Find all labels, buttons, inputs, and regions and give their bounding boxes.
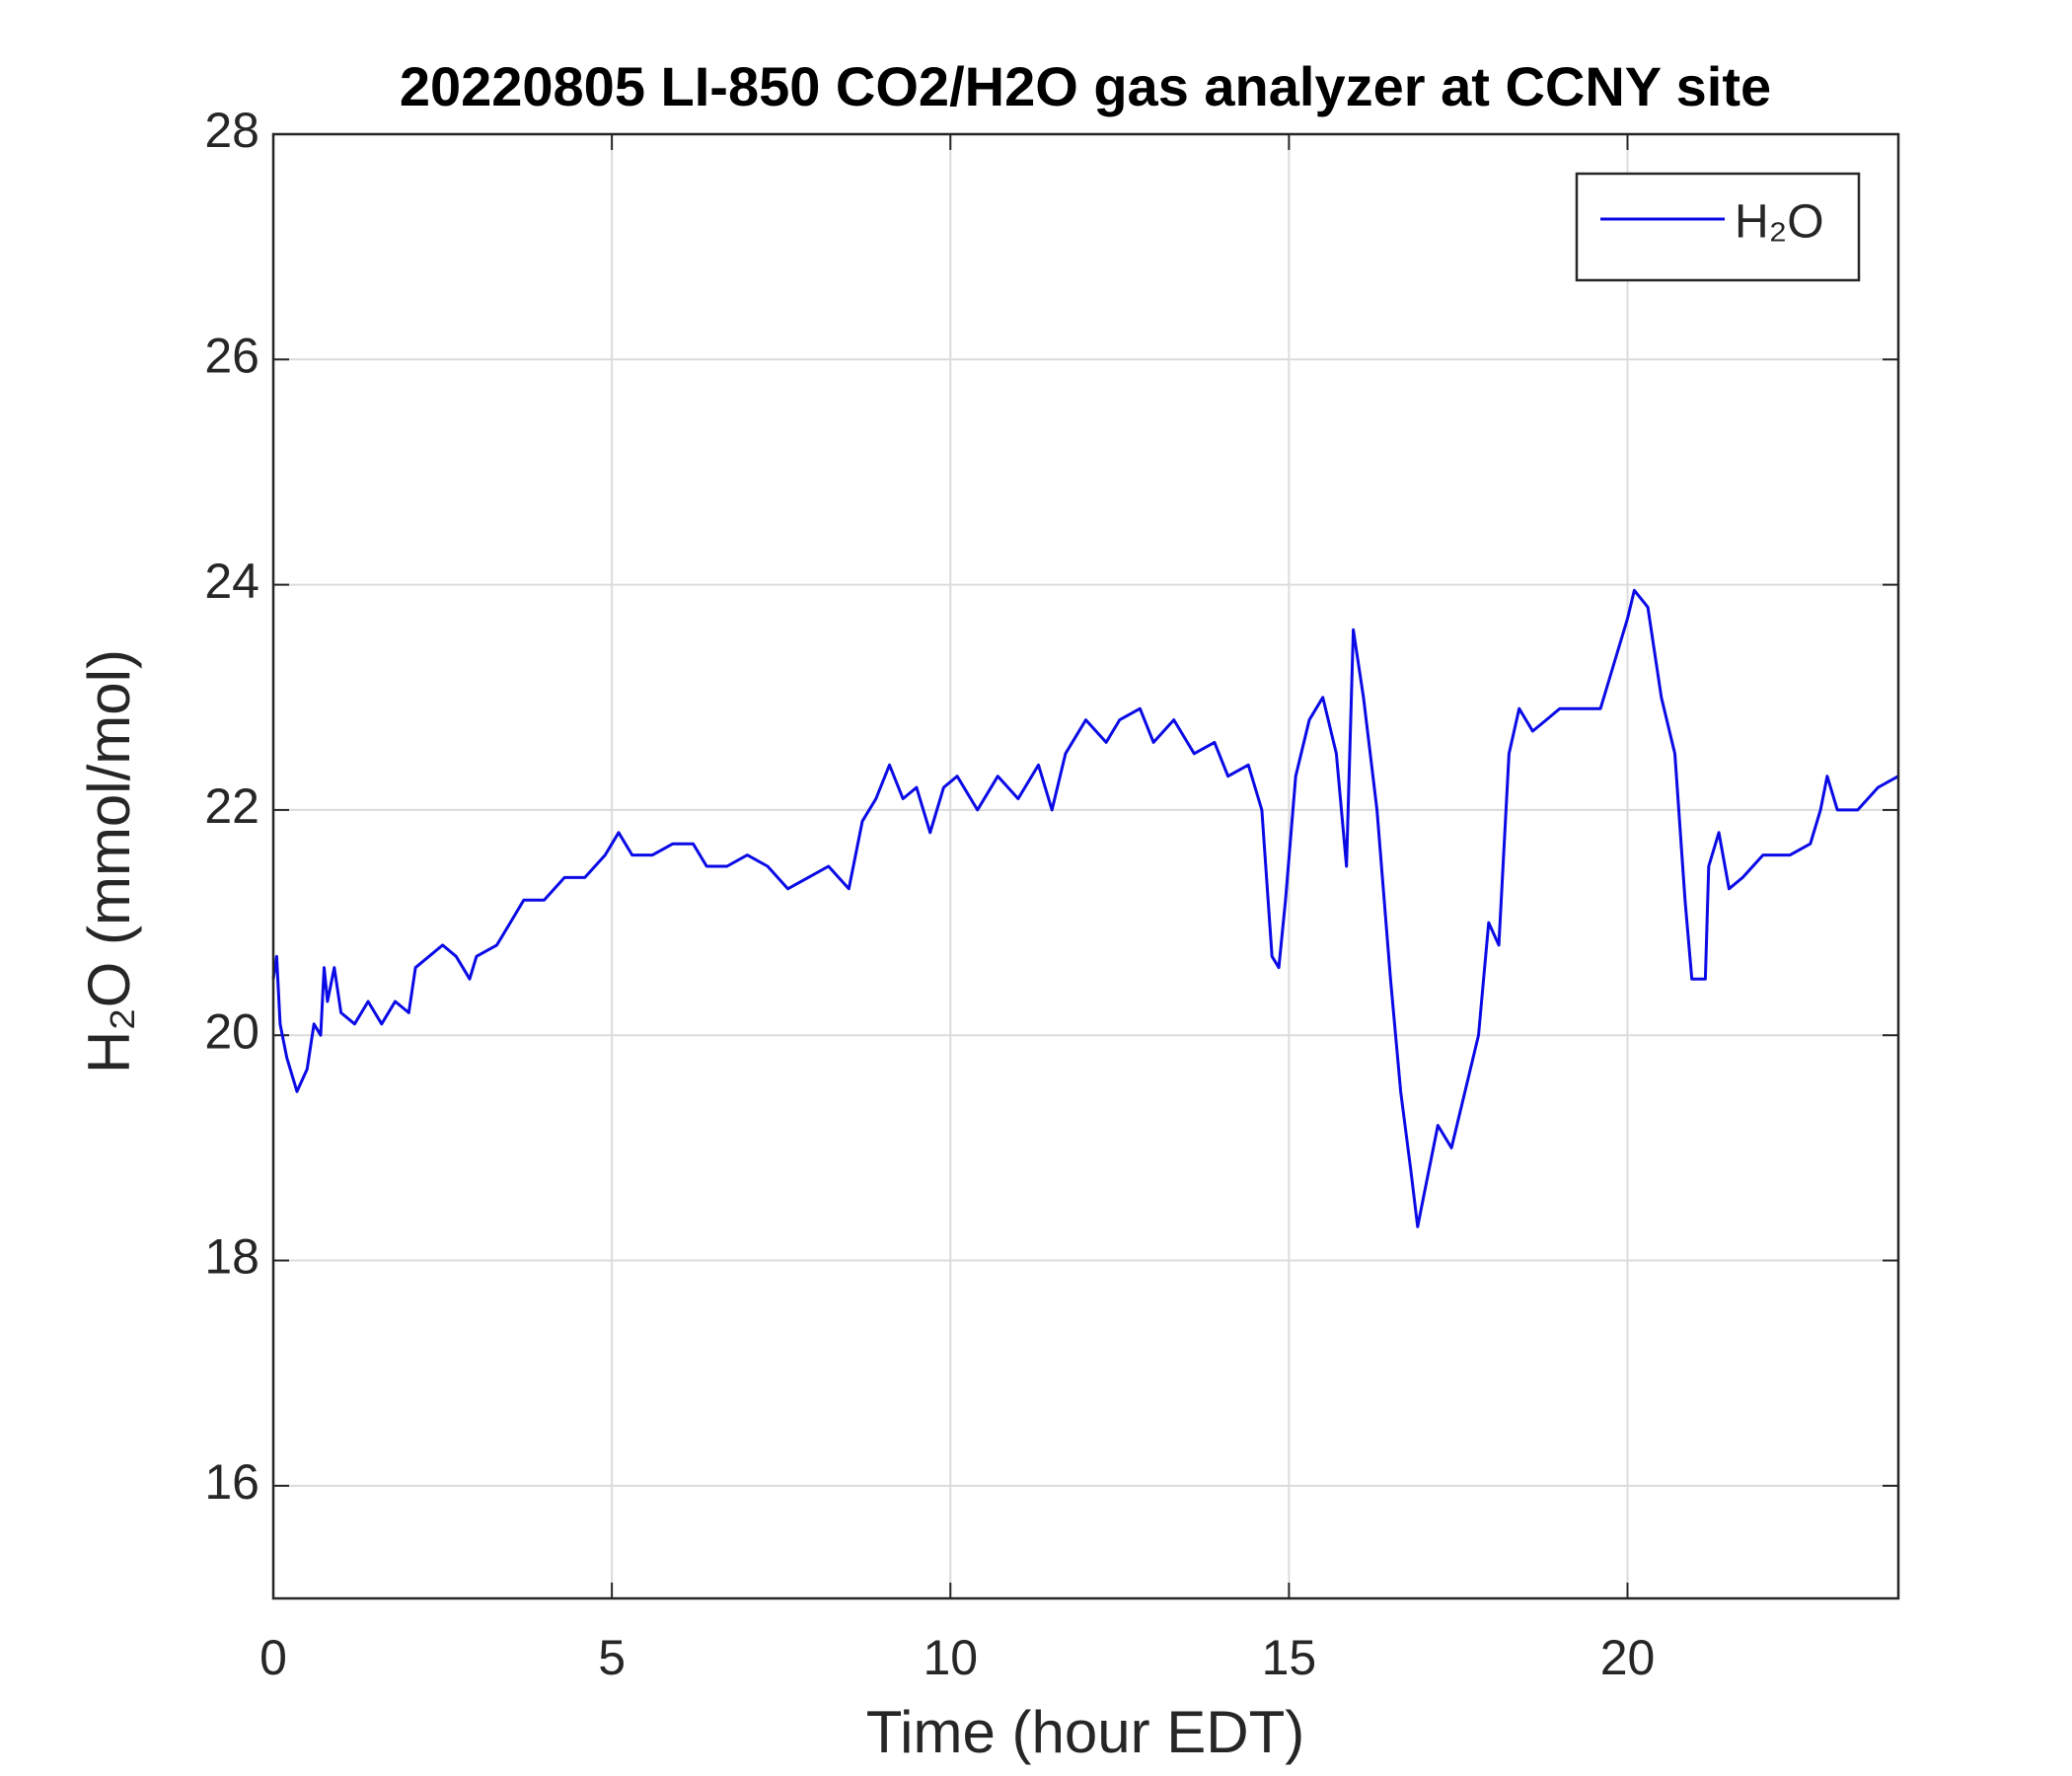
legend-box xyxy=(1575,172,1861,282)
data-line xyxy=(271,588,1899,1228)
x-axis-label: Time (hour EDT) xyxy=(866,1699,1305,1765)
y-tick-label: 26 xyxy=(204,329,259,384)
x-tick-label: 20 xyxy=(1600,1630,1656,1685)
legend-label: H₂O xyxy=(1735,196,1824,249)
y-tick-label: 24 xyxy=(204,554,259,609)
y-axis-label: H₂O (mmol/mol) xyxy=(76,649,142,1073)
axes-box xyxy=(271,132,1900,1600)
y-tick-label: 28 xyxy=(204,103,259,158)
y-tick-label: 18 xyxy=(204,1229,259,1285)
x-tick-label: 15 xyxy=(1262,1630,1317,1685)
chart-title: 20220805 LI-850 CO2/H2O gas analyzer at … xyxy=(400,55,1771,117)
x-tick-label: 0 xyxy=(259,1630,287,1685)
x-tick-label: 10 xyxy=(923,1630,978,1685)
y-tick-label: 22 xyxy=(204,778,259,834)
x-tick-label: 5 xyxy=(598,1630,626,1685)
plot-area xyxy=(273,134,1898,1598)
y-tick-label: 20 xyxy=(204,1003,259,1059)
y-tick-label: 16 xyxy=(204,1454,259,1510)
